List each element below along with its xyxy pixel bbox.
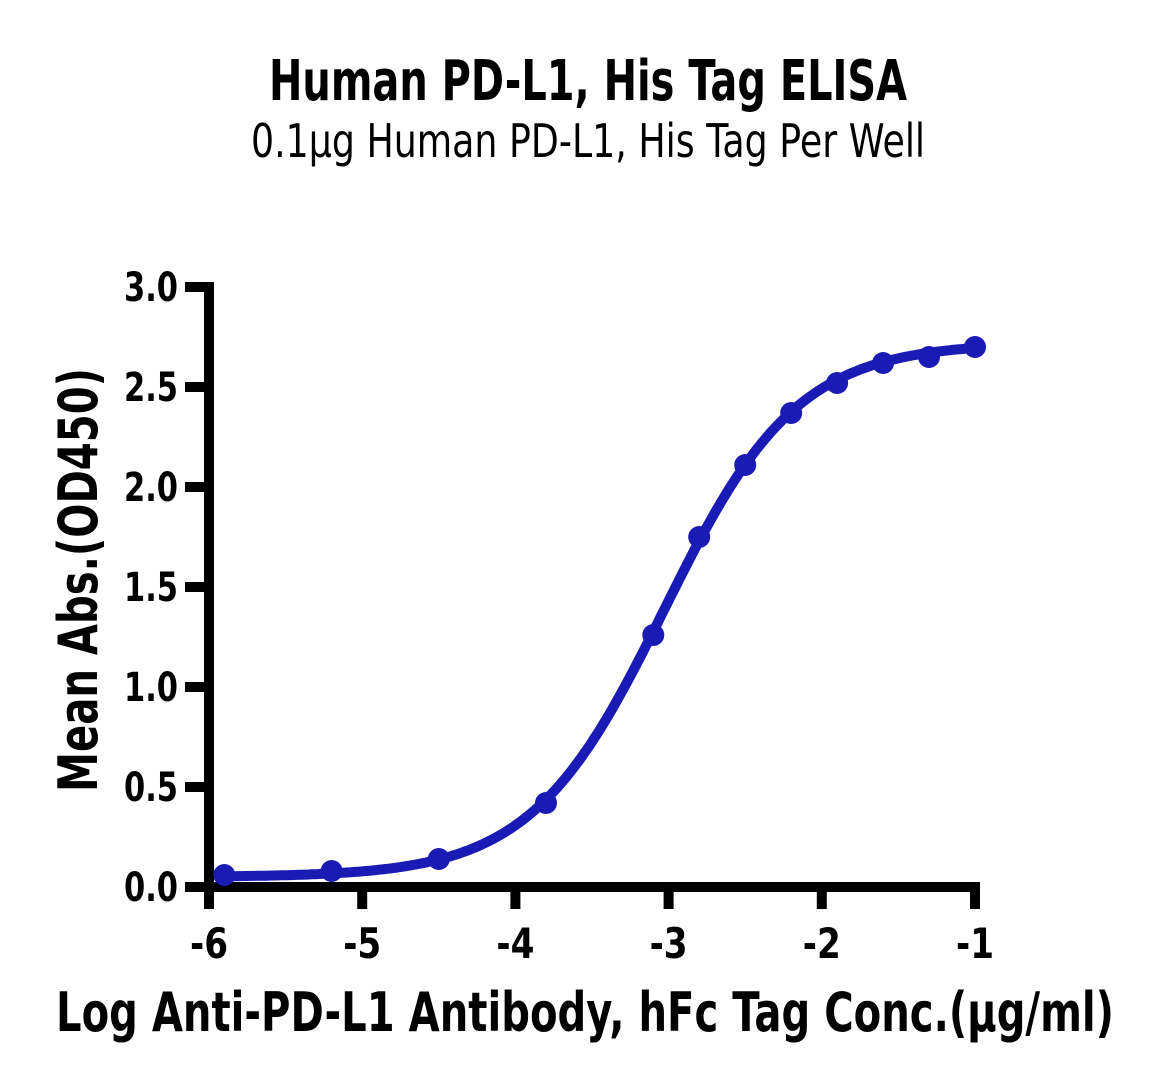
y-tick-label: 1.5 — [124, 565, 178, 611]
x-tick-label: -6 — [190, 919, 228, 968]
data-point — [320, 860, 343, 882]
y-axis-ticks: 0.0 0.5 1.0 1.5 2.0 2.5 3.0 — [124, 265, 209, 911]
x-axis-label: Log Anti-PD-L1 Antibody, hFc Tag Conc.(µ… — [56, 981, 1114, 1044]
data-point — [734, 454, 757, 476]
x-axis-ticks: -6 -5 -4 -3 -2 -1 — [190, 887, 994, 968]
y-tick-label: 2.0 — [124, 465, 178, 511]
y-tick-label: 3.0 — [124, 265, 178, 311]
data-point — [964, 336, 986, 358]
data-point — [427, 848, 450, 870]
x-tick-label: -2 — [803, 919, 841, 968]
data-point — [535, 792, 557, 814]
x-tick-label: -4 — [496, 919, 534, 968]
data-point — [918, 346, 940, 368]
data-point — [826, 372, 849, 394]
fit-curve — [214, 343, 979, 882]
x-tick-label: -3 — [650, 919, 688, 968]
data-point — [688, 526, 711, 548]
x-tick-label: -5 — [343, 919, 381, 968]
y-tick-label: 0.0 — [124, 865, 178, 911]
data-point — [872, 352, 895, 374]
y-tick-label: 2.5 — [124, 365, 178, 411]
y-tick-label: 0.5 — [124, 765, 178, 811]
data-point — [213, 864, 236, 886]
data-point — [780, 402, 803, 424]
y-tick-label: 1.0 — [124, 665, 178, 711]
chart-subtitle: 0.1µg Human PD-L1, His Tag Per Well — [251, 114, 925, 168]
fit-curve-group — [214, 343, 979, 882]
x-tick-label: -1 — [956, 919, 994, 968]
chart-title: Human PD-L1, His Tag ELISA — [269, 49, 907, 114]
data-points-group — [213, 336, 986, 886]
y-axis-label: Mean Abs.(OD450) — [47, 368, 110, 792]
data-point — [642, 624, 665, 646]
